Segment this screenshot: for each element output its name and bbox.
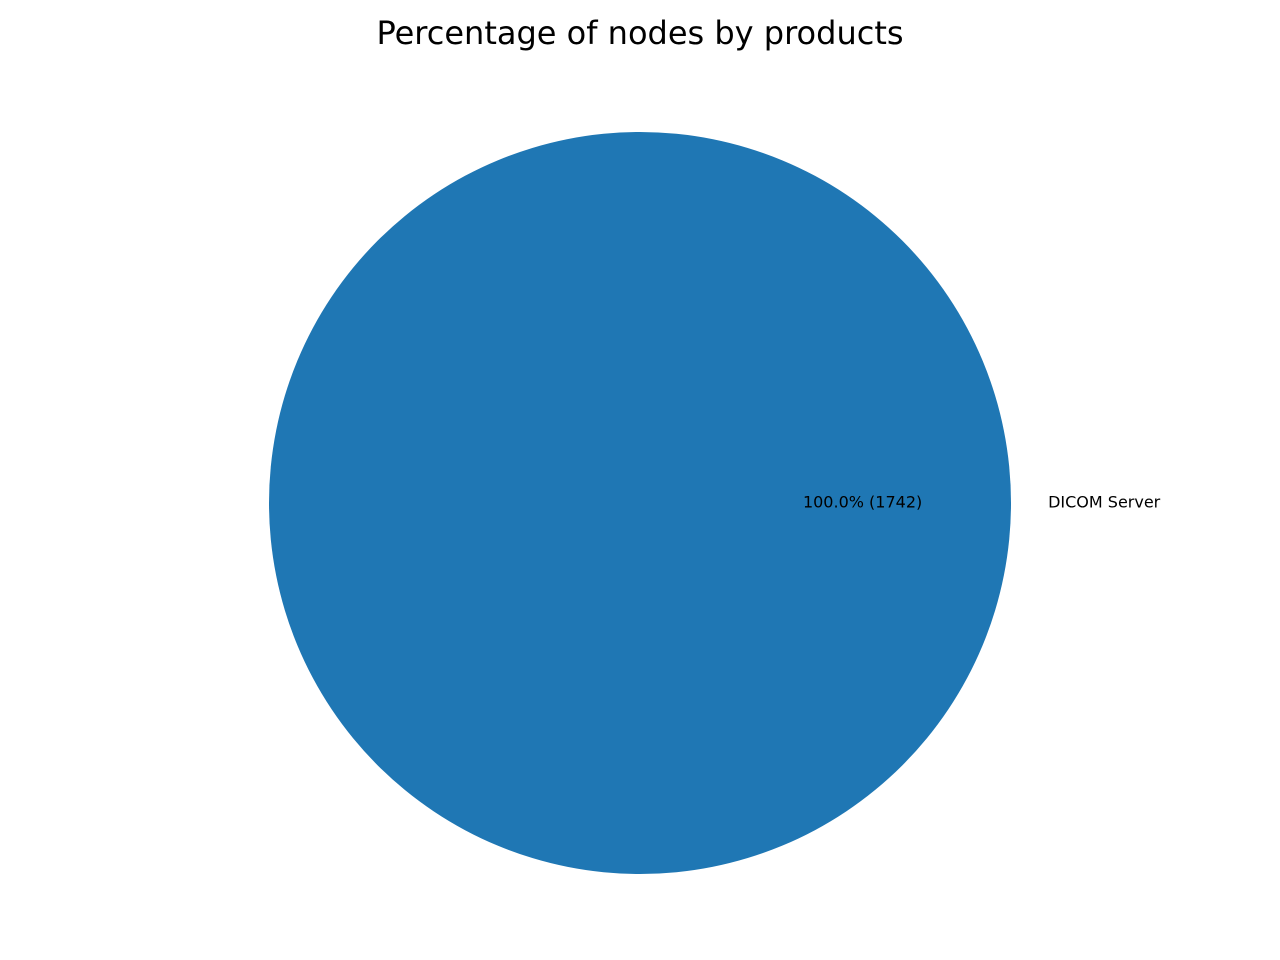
pie-slice-label-0: DICOM Server <box>1048 493 1161 512</box>
pie-slice-0 <box>269 132 1011 874</box>
pie-slices <box>269 132 1011 874</box>
chart-title: Percentage of nodes by products <box>376 14 904 52</box>
pie-slice-percent-0: 100.0% (1742) <box>803 493 922 512</box>
pie-labels: DICOM Server 100.0% (1742) <box>803 493 1161 512</box>
